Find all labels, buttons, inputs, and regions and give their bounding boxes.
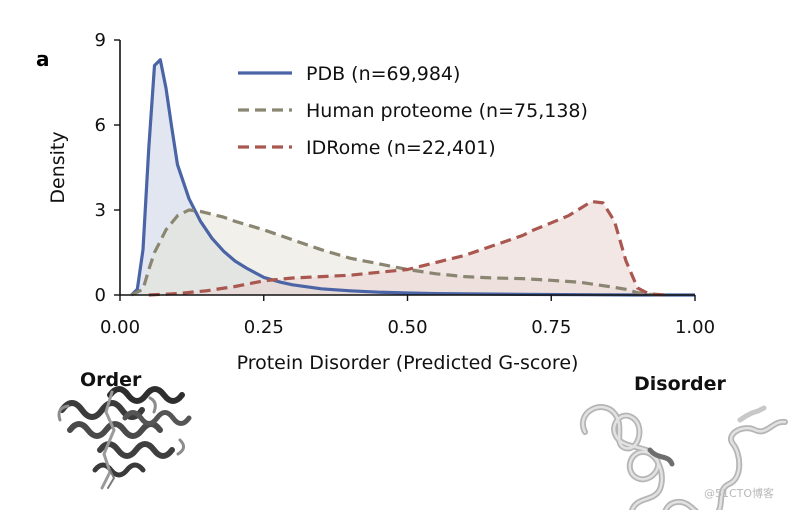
- y-ticks: 0 3 6 9: [95, 30, 120, 306]
- y-axis-label: Density: [47, 131, 69, 203]
- density-lines: [130, 58, 695, 297]
- x-ticks: 0.00 0.25 0.50 0.75 1.00: [100, 295, 715, 338]
- legend-label-3: IDRome (n=22,401): [306, 137, 496, 159]
- series-1-line: [130, 58, 695, 297]
- series-3-area: [148, 201, 667, 295]
- panel-letter: a: [36, 47, 50, 71]
- density-plot: 0.00 0.25 0.50 0.75 1.00 0 3 6 9 Protein Disord…: [47, 30, 715, 374]
- disordered-protein-structure-image: [580, 404, 788, 510]
- order-label: Order: [80, 369, 142, 391]
- x-tick-label: 0.50: [387, 317, 427, 338]
- y-tick-label: 6: [95, 115, 106, 136]
- y-tick-label: 3: [95, 200, 106, 221]
- x-tick-label: 0.25: [244, 317, 284, 338]
- x-axis-label: Protein Disorder (Predicted G-score): [237, 352, 579, 374]
- legend: PDB (n=69,984) Human proteome (n=75,138) I…: [238, 63, 588, 159]
- legend-label-1: PDB (n=69,984): [306, 63, 460, 85]
- watermark-text: @51CTO博客: [704, 486, 774, 500]
- density-fills: [131, 59, 695, 295]
- x-tick-label: 1.00: [675, 317, 715, 338]
- series-2-line: [130, 208, 667, 297]
- axes: 0.00 0.25 0.50 0.75 1.00 0 3 6 9: [95, 30, 715, 338]
- y-tick-label: 0: [95, 285, 106, 306]
- series-3-line: [148, 199, 667, 297]
- disorder-label: Disorder: [634, 373, 727, 395]
- x-tick-label: 0.75: [531, 317, 571, 338]
- y-tick-label: 9: [95, 30, 106, 51]
- ordered-protein-structure-image: [57, 386, 192, 490]
- legend-label-2: Human proteome (n=75,138): [306, 100, 588, 122]
- x-tick-label: 0.00: [100, 317, 140, 338]
